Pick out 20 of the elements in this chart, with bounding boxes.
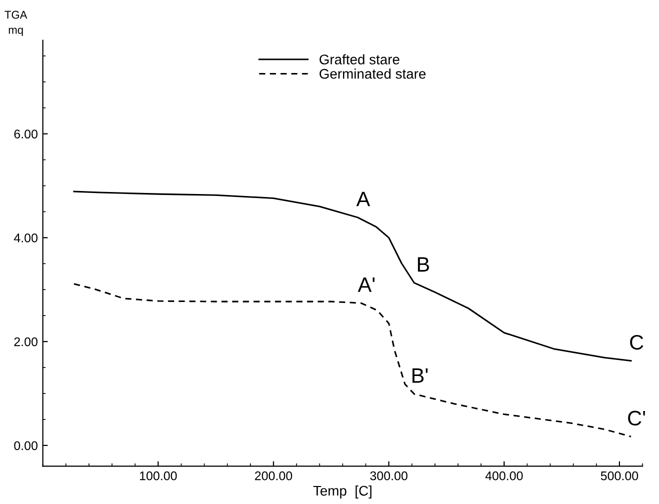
annotation: A'	[358, 278, 375, 292]
y-tick-label: 6.00	[14, 130, 38, 138]
annotation: B	[418, 257, 430, 272]
y-axis-title: TGA mq	[4, 10, 28, 36]
annotation: B'	[412, 368, 428, 383]
x-tick-label: 500.00	[600, 471, 638, 480]
annotation: A	[356, 192, 370, 206]
x-axis-title: Temp [C]	[313, 485, 372, 498]
legend-label: Germinated stare	[320, 68, 426, 79]
y-tick-label: 4.00	[14, 233, 38, 242]
x-tick-label: 300.00	[370, 471, 408, 480]
x-tick-label: 100.00	[140, 471, 177, 480]
annotation: C'	[628, 410, 646, 426]
legend-label: Grafted stare	[320, 54, 400, 64]
annotation: C	[630, 334, 644, 350]
x-tick-label: 400.00	[485, 471, 523, 480]
y-tick-label: 0.00	[14, 441, 38, 450]
y-tick-label: 2.00	[14, 337, 38, 346]
x-tick-label: 200.00	[255, 471, 292, 480]
line-series	[73, 190, 632, 362]
